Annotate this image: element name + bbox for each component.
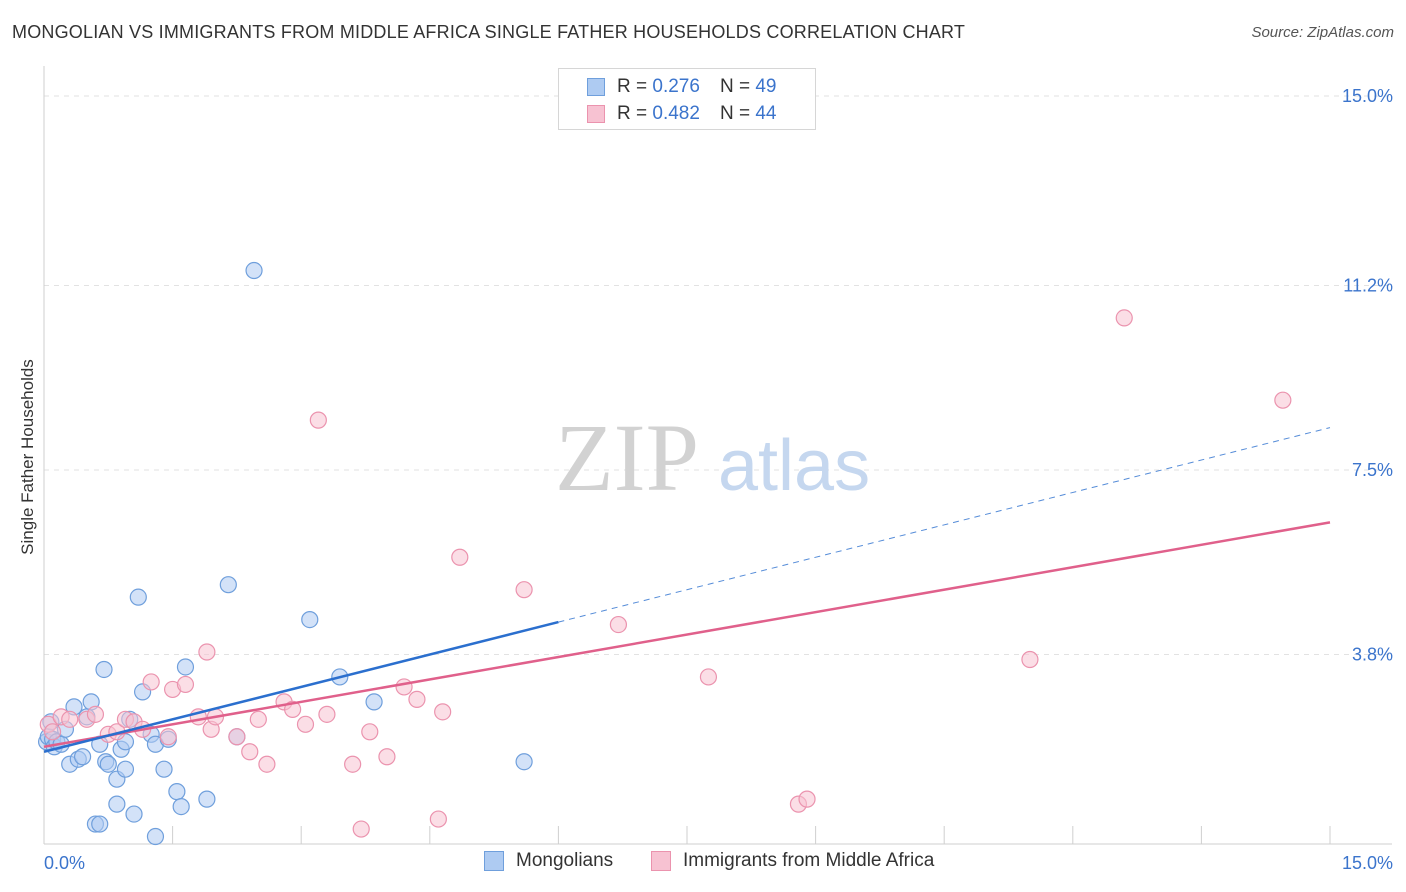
middle-africa-point (249, 710, 267, 728)
middle-africa-point (352, 820, 370, 838)
mongolians-point (245, 261, 263, 280)
n-label: N = (719, 103, 751, 124)
mongolians-point (73, 748, 92, 766)
x-tick-label: 0.0% (44, 853, 85, 873)
middle-africa-point (284, 700, 302, 718)
middle-africa-point (429, 810, 447, 828)
middle-africa-point (86, 705, 105, 723)
mongolians-point (168, 783, 186, 801)
middle-africa-point (378, 748, 396, 766)
mongolians-point (129, 588, 147, 606)
middle-africa-point (61, 710, 79, 728)
middle-africa-point (515, 581, 533, 599)
source-label: Source: ZipAtlas.com (1251, 24, 1394, 41)
y-tick-label: 3.8% (1352, 645, 1393, 665)
mongolians-point (515, 753, 533, 771)
axes (43, 66, 1392, 845)
legend-item-mongolians[interactable]: Mongolians (484, 850, 613, 872)
middle-africa-point (176, 675, 195, 694)
series-legend: Mongolians Immigrants from Middle Africa (0, 850, 1406, 878)
middle-africa-point (395, 678, 413, 696)
mongolians-point (176, 658, 195, 676)
mongolians-point (99, 755, 117, 773)
watermark: ZIP atlas (555, 404, 870, 511)
middle-africa-point (142, 673, 160, 691)
mongolians-trend-extension (558, 427, 1331, 623)
middle-africa-point (159, 728, 177, 746)
middle-africa-point (434, 703, 452, 721)
middle-africa-point (258, 755, 276, 773)
y-tick-label: 15.0% (1342, 86, 1393, 106)
mongolians-point (172, 797, 190, 816)
x-tick-label: 15.0% (1342, 853, 1393, 873)
middle-africa-point (451, 548, 469, 566)
r-value: 0.482 (652, 103, 700, 124)
middle-africa-legend-swatch (651, 851, 671, 871)
mongolians-point (198, 790, 216, 808)
mongolians-point (116, 760, 135, 778)
middle-africa-point (1115, 309, 1133, 327)
middle-africa-point (361, 723, 379, 741)
mongolians-point (219, 576, 237, 594)
y-tick-label: 11.2% (1343, 275, 1393, 295)
stats-row-middle-africa: R = 0.482 N = 44 (587, 101, 776, 127)
legend-label-mongolians: Mongolians (516, 850, 614, 871)
watermark-atlas: atlas (718, 426, 870, 506)
middle-africa-point (198, 643, 216, 661)
middle-africa-trend-line (43, 521, 1331, 748)
n-value: 44 (755, 103, 777, 124)
r-label: R = (617, 76, 648, 97)
mongolians-legend-swatch (484, 851, 504, 871)
mongolians-point (91, 815, 109, 833)
middle-africa-swatch (587, 105, 605, 123)
mongolians-trend-line (43, 620, 559, 753)
middle-africa-point (1021, 650, 1039, 669)
mongolians-point (365, 693, 383, 711)
middle-africa-point (296, 715, 315, 733)
mongolians-point (95, 660, 113, 679)
n-label: N = (719, 76, 751, 97)
mongolians-point (125, 805, 143, 823)
mongolians-point (301, 610, 319, 629)
middle-africa-point (309, 411, 327, 429)
mongolians-point (146, 827, 165, 846)
n-value: 49 (755, 76, 777, 97)
middle-africa-point (798, 790, 816, 808)
middle-africa-point (408, 690, 426, 708)
middle-africa-points (39, 309, 1292, 838)
trend-lines (43, 427, 1331, 753)
stats-legend: R = 0.276 N = 49 R = 0.482 N = 44 (558, 68, 816, 130)
grid-lines (44, 95, 1392, 656)
mongolians-point (108, 795, 126, 813)
mongolians-point (155, 760, 173, 778)
r-value: 0.276 (652, 76, 700, 97)
r-label: R = (617, 103, 648, 124)
legend-item-middle-africa[interactable]: Immigrants from Middle Africa (651, 850, 934, 872)
legend-label-middle-africa: Immigrants from Middle Africa (683, 850, 935, 871)
mongolians-swatch (587, 78, 605, 96)
middle-africa-point (609, 615, 628, 634)
chart-title: MONGOLIAN VS IMMIGRANTS FROM MIDDLE AFRI… (12, 22, 966, 42)
y-tick-label: 7.5% (1352, 460, 1393, 480)
middle-africa-point (699, 668, 718, 686)
middle-africa-point (344, 755, 362, 773)
middle-africa-point (43, 723, 62, 741)
middle-africa-point (241, 743, 259, 761)
middle-africa-point (228, 728, 246, 746)
tick-labels: 3.8% 7.5% 11.2% 15.0% 0.0% 15.0% (44, 86, 1393, 873)
middle-africa-point (1274, 391, 1292, 409)
stats-row-mongolians: R = 0.276 N = 49 (587, 74, 776, 100)
watermark-zip: ZIP (555, 404, 699, 511)
middle-africa-point (318, 705, 336, 723)
